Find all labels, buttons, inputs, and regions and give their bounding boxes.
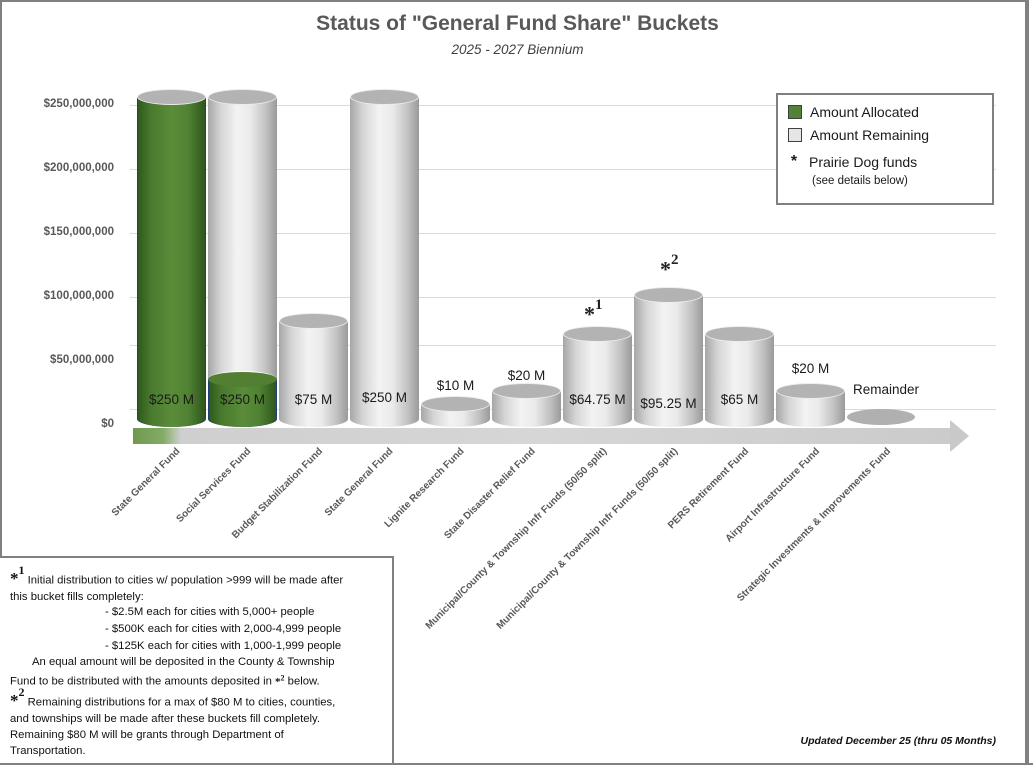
bar-municipal-infr-funds-2[interactable] — [634, 287, 703, 427]
bar-state-general-fund-1[interactable] — [137, 89, 206, 427]
y-tick-label: $50,000,000 — [50, 354, 114, 366]
footnote-1-line: this bucket fills completely: — [10, 591, 144, 603]
y-tick-label: $100,000,000 — [43, 290, 114, 302]
bar-cap — [208, 89, 277, 105]
bar-allocated-cap — [208, 371, 277, 387]
x-axis-arrow-band — [133, 428, 953, 444]
legend-label: Prairie Dog funds — [809, 154, 918, 170]
legend-item-allocated: Amount Allocated — [788, 104, 919, 120]
bar-value-label: $65 M — [720, 392, 759, 407]
frame-bottom-border — [393, 763, 1033, 765]
footnotes-box: *1 Initial distribution to cities w/ pop… — [0, 556, 394, 765]
bar-cap — [847, 409, 915, 425]
footnote-1-bullet: - $500K each for cities with 2,000-4,999… — [105, 623, 342, 635]
bar-cap — [776, 383, 845, 399]
remaining-swatch-icon — [788, 128, 802, 142]
bar-value-label: $95.25 M — [640, 396, 697, 411]
bar-value-label: $64.75 M — [569, 392, 626, 407]
bar-allocated-segment — [137, 97, 206, 427]
bar-value-label: $20 M — [791, 361, 830, 376]
prairie-dog-marker-2: *2 — [660, 252, 679, 282]
bar-pers-retirement-fund[interactable] — [705, 326, 774, 427]
gridline — [130, 169, 996, 170]
bar-remaining-segment — [705, 334, 774, 427]
bar-budget-stabilization-fund[interactable] — [279, 313, 348, 427]
bar-social-services-fund[interactable] — [208, 89, 277, 427]
bar-cap — [634, 287, 703, 303]
bar-remaining-segment — [634, 295, 703, 427]
bar-cap — [350, 89, 419, 105]
bar-value-label: $10 M — [436, 378, 475, 393]
updated-timestamp: Updated December 25 (thru 05 Months) — [800, 735, 996, 747]
bar-value-label: $250 M — [219, 392, 266, 407]
footnote-1-bullet: - $2.5M each for cities with 5,000+ peop… — [105, 606, 315, 618]
asterisk-icon: * — [790, 153, 798, 170]
asterisk-icon: *1 — [10, 563, 25, 588]
y-tick-label: $250,000,000 — [43, 98, 114, 110]
bar-cap — [492, 383, 561, 399]
footnote-1-line: Fund to be distributed with the amounts … — [10, 673, 320, 688]
legend-item-remaining: Amount Remaining — [788, 127, 929, 143]
legend-label: Amount Remaining — [810, 127, 930, 143]
footnote-1-bullet: - $125K each for cities with 1,000-1,999… — [105, 640, 342, 652]
chart-subtitle: 2025 - 2027 Biennium — [451, 42, 584, 57]
footnote-2-line: *2 Remaining distributions for a max of … — [10, 685, 336, 710]
footnote-2-line: and townships will be made after these b… — [10, 713, 320, 725]
y-tick-label: $0 — [101, 418, 114, 430]
bar-cap — [705, 326, 774, 342]
x-axis-arrowhead-icon — [950, 420, 969, 452]
y-tick-label: $200,000,000 — [43, 162, 114, 174]
legend-note: (see details below) — [812, 175, 908, 187]
y-tick-label: $150,000,000 — [43, 226, 114, 238]
chart-legend: Amount Allocated Amount Remaining * Prai… — [776, 93, 994, 205]
footnote-2-line: Transportation. — [10, 745, 86, 757]
bar-remaining-segment — [279, 321, 348, 427]
footnote-1-line: An equal amount will be deposited in the… — [32, 656, 335, 668]
bar-municipal-infr-funds-1[interactable] — [563, 326, 632, 427]
bar-state-disaster-relief-fund[interactable] — [492, 383, 561, 427]
gridline — [130, 233, 996, 234]
bar-value-label: $75 M — [294, 392, 333, 407]
bar-value-label: Remainder — [852, 382, 920, 397]
legend-item-prairie-dog: * Prairie Dog funds — [788, 153, 917, 171]
bar-strategic-investments-fund[interactable] — [847, 409, 915, 426]
asterisk-icon: *2 — [275, 673, 285, 688]
bar-value-label: $250 M — [148, 392, 195, 407]
gridline — [130, 105, 996, 106]
chart-title: Status of "General Fund Share" Buckets — [316, 12, 719, 35]
bar-remaining-segment — [563, 334, 632, 427]
bar-allocated-segment — [208, 379, 277, 427]
bar-airport-infrastructure-fund[interactable] — [776, 383, 845, 427]
footnote-1-line: *1 Initial distribution to cities w/ pop… — [10, 563, 344, 588]
allocated-swatch-icon — [788, 105, 802, 119]
bar-cap — [137, 89, 206, 105]
bar-remaining-segment — [350, 97, 419, 427]
bar-value-label: $20 M — [507, 368, 546, 383]
asterisk-icon: *2 — [10, 685, 25, 710]
footnote-2-line: Remaining $80 M will be grants through D… — [10, 729, 284, 741]
prairie-dog-marker-1: *1 — [584, 297, 603, 327]
bar-cap — [563, 326, 632, 342]
bar-lignite-research-fund[interactable] — [421, 396, 490, 427]
bar-cap — [279, 313, 348, 329]
bar-value-label: $250 M — [361, 390, 408, 405]
bar-cap — [421, 396, 490, 412]
bar-state-general-fund-2[interactable] — [350, 89, 419, 427]
legend-label: Amount Allocated — [810, 104, 919, 120]
gridline — [130, 297, 996, 298]
